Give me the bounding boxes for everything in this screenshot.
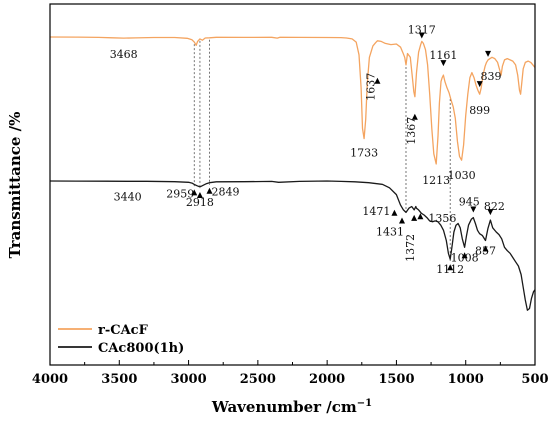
peak-label: 1367 bbox=[405, 117, 418, 145]
peak-arrow bbox=[398, 217, 405, 224]
x-axis-title-main: Wavenumber /cm bbox=[211, 398, 357, 416]
peak-label: 3468 bbox=[110, 48, 138, 61]
x-tick-label: 3000 bbox=[170, 372, 206, 387]
peak-arrow bbox=[476, 81, 483, 88]
peak-label: 1372 bbox=[404, 234, 417, 262]
peak-label: 839 bbox=[481, 70, 502, 83]
peak-label: 1161 bbox=[429, 49, 457, 62]
peak-label: 1637 bbox=[364, 73, 377, 101]
x-ticks-layer: 4000 3500 3000 2500 2000 1500 1000 500 bbox=[32, 360, 549, 387]
peak-arrow bbox=[411, 214, 418, 221]
reference-lines bbox=[193, 39, 451, 262]
x-tick-label: 2500 bbox=[240, 372, 276, 387]
y-axis-title: Transmittance /% bbox=[6, 112, 24, 259]
peak-arrow bbox=[482, 245, 489, 252]
x-tick-label: 2000 bbox=[309, 372, 345, 387]
peak-arrow bbox=[417, 213, 424, 220]
x-tick-label: 4000 bbox=[32, 372, 68, 387]
peak-label: 1317 bbox=[408, 23, 436, 36]
legend-label: CAc800(1h) bbox=[98, 341, 184, 356]
series-line-r-cacf bbox=[49, 36, 536, 165]
series-line-cac800 bbox=[49, 180, 536, 311]
peak-arrow bbox=[411, 113, 418, 120]
x-axis-title: Wavenumber /cm−1 bbox=[211, 398, 372, 416]
peak-label: 945 bbox=[459, 196, 480, 209]
peak-label: 1213 bbox=[422, 174, 450, 187]
peak-label: 1356 bbox=[428, 212, 456, 225]
peak-label: 1431 bbox=[376, 225, 404, 238]
peak-label: 1733 bbox=[350, 147, 378, 160]
series-layer bbox=[49, 36, 536, 311]
peak-label: 1471 bbox=[362, 205, 390, 218]
peak-arrow bbox=[447, 264, 454, 271]
peak-arrow bbox=[485, 50, 492, 57]
x-tick-label: 500 bbox=[521, 372, 548, 387]
x-tick-label: 1500 bbox=[378, 372, 414, 387]
peak-arrow bbox=[418, 32, 425, 39]
peak-arrow bbox=[374, 77, 381, 84]
legend: r-CAcF CAc800(1h) bbox=[58, 323, 184, 356]
peak-arrow bbox=[191, 189, 198, 196]
peak-label: 1030 bbox=[448, 169, 476, 182]
peak-arrow bbox=[487, 209, 494, 216]
x-tick-label: 3500 bbox=[101, 372, 137, 387]
peak-arrow bbox=[206, 187, 213, 194]
peak-label: 822 bbox=[484, 200, 505, 213]
peak-arrow bbox=[461, 252, 468, 259]
peak-arrow bbox=[470, 206, 477, 213]
peak-label: 2959 bbox=[166, 187, 194, 200]
peak-label: 899 bbox=[469, 104, 490, 117]
peak-label: 3440 bbox=[114, 190, 142, 203]
peak-label: 2849 bbox=[212, 186, 240, 199]
legend-label: r-CAcF bbox=[98, 323, 149, 338]
x-tick-label: 1000 bbox=[448, 372, 484, 387]
peak-arrow bbox=[391, 209, 398, 216]
peak-arrow bbox=[196, 191, 203, 198]
peak-label: 2918 bbox=[186, 196, 214, 209]
peak-arrow bbox=[440, 60, 447, 67]
x-axis-title-superscript: −1 bbox=[357, 398, 372, 409]
